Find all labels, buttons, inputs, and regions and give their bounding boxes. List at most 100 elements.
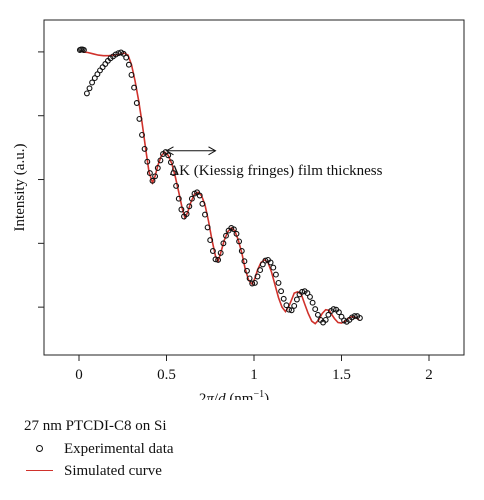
experimental-data-series (76, 46, 363, 326)
data-point (175, 195, 182, 202)
legend: 27 nm PTCDI-C8 on Si Experimental data S… (24, 414, 304, 482)
data-point (322, 316, 329, 323)
data-point (152, 173, 159, 180)
data-point (131, 84, 138, 91)
data-point (128, 71, 135, 78)
x-axis-label: 2π/d (nm−1) (199, 389, 269, 400)
data-point (157, 157, 164, 164)
data-point (183, 211, 190, 217)
data-point (125, 61, 132, 68)
data-point (212, 256, 219, 263)
data-point (236, 238, 243, 245)
data-point (251, 279, 258, 286)
data-point (139, 131, 145, 138)
data-point (288, 307, 295, 314)
data-point (165, 152, 172, 159)
data-point (196, 192, 203, 199)
x-tick-label: 1 (250, 367, 258, 383)
data-point (314, 311, 321, 318)
data-point (262, 257, 269, 264)
legend-item-simulated: Simulated curve (24, 460, 304, 482)
legend-label: Simulated curve (64, 462, 162, 479)
data-point (146, 170, 153, 177)
annotation-arrowhead-right (208, 146, 217, 156)
data-point (241, 258, 248, 265)
data-point (267, 259, 274, 266)
data-point (299, 288, 306, 295)
annotation-arrowhead-left (165, 146, 174, 156)
data-point (204, 224, 211, 231)
data-point (173, 182, 180, 189)
data-point (249, 280, 256, 287)
data-point (89, 79, 96, 86)
reflectivity-chart: 0 0.5 1 1.5 2 ΔK (Kiessig fringes) film thic… (12, 19, 465, 400)
y-axis-ticks (38, 51, 44, 308)
x-axis-label-part: π (206, 391, 214, 400)
data-point (102, 61, 109, 67)
data-point (304, 290, 311, 297)
data-point (167, 159, 174, 166)
data-point (335, 309, 342, 316)
data-point (259, 261, 266, 268)
data-point (136, 115, 143, 122)
data-point (325, 311, 332, 318)
data-point (230, 226, 237, 233)
data-point (188, 195, 195, 202)
data-point (254, 273, 261, 280)
data-point (338, 313, 345, 320)
data-point (99, 64, 106, 71)
data-point (94, 71, 101, 78)
data-point (207, 237, 214, 244)
data-point (144, 158, 151, 165)
data-point (170, 170, 177, 177)
data-point (293, 296, 300, 303)
data-point (275, 279, 282, 286)
circle-marker-icon (24, 438, 60, 460)
data-point (199, 200, 206, 207)
legend-title: 27 nm PTCDI-C8 on Si (24, 418, 167, 434)
legend-item-experimental: Experimental data (24, 438, 304, 460)
data-point (154, 165, 161, 171)
data-point (246, 275, 253, 282)
data-point (286, 306, 292, 313)
data-point (330, 306, 337, 313)
data-point (202, 211, 208, 218)
x-axis-label-part: (nm (226, 391, 254, 400)
simulated-curve-line (82, 51, 360, 325)
data-point (217, 249, 224, 256)
data-point (272, 271, 279, 278)
data-point (351, 313, 358, 320)
data-point (233, 230, 240, 237)
legend-label: Experimental data (64, 440, 174, 457)
x-tick-label: 0.5 (157, 367, 176, 383)
plot-frame (43, 19, 465, 356)
data-point (291, 302, 298, 309)
data-point (178, 206, 185, 213)
simulated-curve-series (82, 51, 360, 325)
data-point (257, 267, 264, 274)
data-point (215, 256, 222, 263)
data-point (209, 248, 216, 254)
data-point (141, 145, 148, 152)
data-point (309, 299, 316, 306)
x-axis-ticks: 0 0.5 1 1.5 2 (75, 355, 433, 383)
data-point (186, 203, 193, 210)
data-point (133, 100, 140, 106)
line-marker-icon (24, 460, 60, 482)
x-tick-label: 0 (75, 367, 83, 383)
data-point (97, 67, 103, 74)
data-point (91, 75, 98, 82)
x-axis-label-part: ) (264, 391, 269, 400)
data-point (307, 293, 313, 300)
data-point (120, 50, 127, 57)
x-axis-label-part: / (214, 391, 219, 400)
kiessig-annotation: ΔK (Kiessig fringes) film thickness (165, 146, 383, 179)
x-tick-label: 1.5 (332, 367, 351, 383)
annotation-text: ΔK (Kiessig fringes) film thickness (170, 163, 383, 179)
x-axis-label-part: −1 (253, 389, 264, 400)
data-point (238, 248, 245, 254)
data-point (280, 295, 287, 302)
data-point (86, 85, 93, 92)
data-point (220, 240, 227, 247)
x-tick-label: 2 (425, 367, 433, 383)
